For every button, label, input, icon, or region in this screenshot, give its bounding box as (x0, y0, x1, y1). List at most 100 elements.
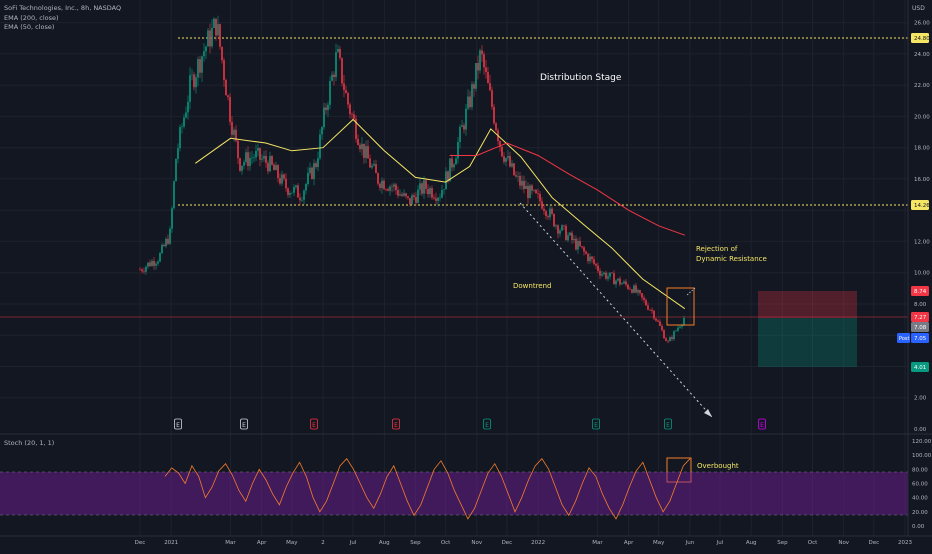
ema200-legend[interactable]: EMA (200, close) (4, 13, 59, 22)
time-axis[interactable]: Dec 2021 Mar Apr May 2 Jul Aug Sep Oct Nov Dec 2022 M… (135, 540, 913, 546)
candle-body (537, 193, 539, 194)
candle-body (449, 158, 451, 182)
candle-body (307, 173, 309, 184)
candle-body (259, 148, 261, 160)
price-badge-label: 4.01 (914, 365, 926, 371)
candle-body (229, 97, 231, 122)
time-axis-label: Oct (808, 540, 818, 546)
ema50-legend[interactable]: EMA (50, close) (4, 23, 55, 31)
candle-body (657, 320, 659, 322)
candle-body (467, 96, 469, 109)
earnings-marker[interactable] (310, 418, 318, 430)
overbought-highlight-box[interactable] (666, 457, 692, 483)
downtrend-label: Downtrend (513, 282, 552, 290)
price-badge (911, 322, 929, 332)
earnings-marker[interactable] (483, 418, 491, 430)
candle-body (383, 180, 385, 190)
candle-body (251, 157, 253, 159)
candle-body (409, 197, 411, 205)
candle-body (671, 337, 673, 339)
candle-body (197, 59, 199, 78)
candle-body (471, 84, 473, 108)
candle-body (543, 208, 545, 211)
candle-body (199, 59, 201, 73)
candle-body (453, 164, 455, 168)
candle-body (235, 129, 237, 141)
price-badge-label: 7.27 (914, 315, 927, 321)
earnings-marker[interactable] (392, 418, 400, 430)
stoch-legend[interactable]: Stoch (20, 1, 1) (4, 439, 55, 447)
candle-body (615, 280, 617, 285)
candle-body (413, 195, 415, 197)
price-tick-label: 22.00 (914, 83, 930, 89)
candle-body (321, 127, 323, 135)
candle-body (427, 189, 429, 195)
candle-body (153, 261, 155, 266)
candle-body (423, 180, 425, 194)
candle-body (407, 196, 409, 198)
candle-body (395, 184, 397, 191)
candle-body (347, 93, 349, 105)
stoch-tick-label: 100.00 (912, 453, 932, 459)
candle-body (221, 46, 223, 61)
rejection-highlight-box[interactable] (666, 287, 695, 326)
stoch-scale[interactable]: 120.00 100.00 80.00 60.00 40.00 20.00 0.00 (912, 439, 932, 530)
candle-body (495, 123, 497, 131)
time-axis-label: Apr (257, 540, 267, 546)
candle-body (367, 146, 369, 159)
candle-body (627, 284, 629, 289)
price-badge (911, 33, 929, 43)
price-tick-label: 8.00 (914, 302, 927, 308)
candle-body (667, 340, 669, 342)
earnings-marker[interactable] (240, 418, 248, 430)
post-market-label: Post (899, 336, 910, 342)
rejection-pointer (685, 287, 696, 297)
candle-body (233, 129, 235, 135)
candle-body (601, 274, 603, 276)
stoch-tick-label: 0.00 (912, 524, 925, 530)
candle-body (305, 184, 307, 191)
stop-zone[interactable] (758, 291, 857, 318)
candle-body (649, 309, 651, 311)
candle-body (291, 192, 293, 194)
candle-body (187, 101, 189, 113)
candle-body (551, 208, 553, 214)
earnings-marker[interactable] (758, 418, 766, 430)
candle-body (431, 188, 433, 198)
candle-body (391, 186, 393, 188)
candle-body (609, 272, 611, 277)
candle-body (373, 164, 375, 166)
candle-body (377, 173, 379, 184)
time-axis-label: 2021 (164, 540, 178, 546)
candle-body (583, 247, 585, 252)
candle-body (353, 114, 355, 119)
earnings-marker[interactable] (174, 418, 182, 430)
price-badge-label: 14.26 (914, 203, 930, 209)
candle-body (223, 60, 225, 80)
candle-body (243, 162, 245, 166)
candle-body (429, 188, 431, 195)
price-badge (911, 312, 929, 322)
ema50-line[interactable] (195, 118, 686, 310)
candle-body (457, 142, 459, 159)
candle-body (309, 167, 311, 173)
stoch-line[interactable] (164, 458, 691, 520)
candle-body (515, 175, 517, 177)
ema200-line[interactable] (449, 142, 685, 236)
candle-body (641, 293, 643, 298)
earnings-marker[interactable] (592, 418, 600, 430)
earnings-marker[interactable] (664, 418, 672, 430)
symbol-title[interactable]: SoFi Technologies, Inc., 8h, NASDAQ (4, 4, 122, 12)
candle-body (415, 197, 417, 203)
candle-body (619, 278, 621, 285)
time-axis-label: Apr (624, 540, 634, 546)
candle-body (149, 262, 151, 267)
target-zone[interactable] (758, 318, 857, 367)
candle-body (517, 176, 519, 177)
candle-body (481, 50, 483, 55)
candle-body (295, 185, 297, 187)
candle-body (279, 178, 281, 184)
earnings-marker-label: E (176, 422, 180, 429)
